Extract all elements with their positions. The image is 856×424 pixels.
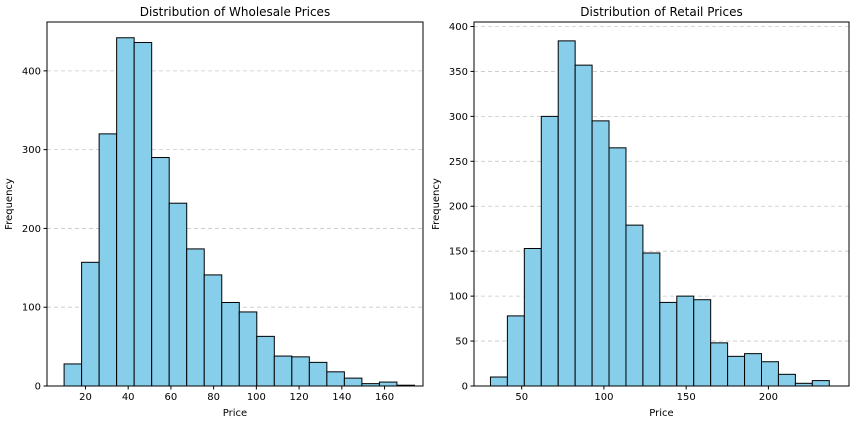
histogram-bar — [221, 301, 240, 387]
histogram-bar — [98, 133, 118, 387]
y-tick-label: 50 — [455, 337, 468, 348]
histogram-bar — [256, 335, 275, 387]
histogram-bar — [811, 380, 830, 387]
histogram-bar — [710, 342, 729, 387]
histogram-bar — [343, 377, 363, 387]
histogram-bar — [63, 363, 83, 387]
histogram-bar — [203, 274, 223, 387]
histogram-bar — [186, 248, 205, 387]
y-tick-label: 0 — [462, 382, 468, 393]
chart-title: Distribution of Retail Prices — [580, 5, 742, 19]
plot-frame — [473, 21, 850, 387]
y-tick-label: 300 — [22, 145, 41, 156]
y-tick-label: 0 — [35, 382, 41, 393]
histogram-bar — [291, 356, 310, 387]
histogram-bar — [591, 120, 610, 387]
histogram-bar — [273, 355, 293, 387]
histogram-bar — [81, 261, 100, 387]
chart-panel-1: 20 40 60 80 100 120 140 160 0 100 200 300 400 Distrib… — [4, 5, 424, 419]
x-tick-label: 20 — [79, 392, 92, 403]
y-tick-label: 200 — [449, 202, 468, 213]
y-tick-label: 300 — [449, 112, 468, 123]
y-tick-label: 400 — [449, 22, 468, 33]
histogram-bar — [326, 371, 345, 387]
y-tick-label: 100 — [22, 303, 41, 314]
histogram-bar — [608, 147, 627, 387]
y-tick-label: 200 — [22, 224, 41, 235]
chart-title: Distribution of Wholesale Prices — [140, 5, 330, 19]
histogram-bar — [308, 361, 328, 387]
histogram-bar — [523, 247, 542, 387]
histogram-bar — [151, 157, 170, 387]
histogram-bar — [557, 40, 576, 387]
histogram-bar — [489, 376, 508, 387]
x-tick-label: 160 — [375, 392, 394, 403]
x-tick-label: 200 — [759, 392, 778, 403]
histogram-bar — [378, 381, 398, 387]
y-tick-label: 400 — [22, 66, 41, 77]
histogram-bar — [168, 202, 188, 387]
y-tick-label: 100 — [449, 292, 468, 303]
x-tick-label: 60 — [165, 392, 178, 403]
histogram-bar — [574, 64, 593, 387]
x-tick-label: 100 — [594, 392, 613, 403]
histogram-bar — [506, 315, 525, 387]
histogram-bar — [659, 301, 678, 387]
histogram-bar — [133, 41, 153, 387]
histogram-bar — [761, 361, 779, 387]
histogram-bar — [777, 373, 796, 387]
x-tick-label: 140 — [332, 392, 351, 403]
y-axis-label: Frequency — [4, 178, 15, 230]
plot-frame — [46, 21, 424, 387]
histogram-bar — [540, 115, 559, 387]
x-tick-label: 100 — [247, 392, 266, 403]
x-tick-label: 40 — [122, 392, 135, 403]
histogram-bar — [116, 37, 135, 387]
histogram-bar — [676, 295, 695, 387]
x-axis-label: Price — [223, 408, 247, 419]
y-tick-label: 350 — [449, 67, 468, 78]
y-tick-label: 150 — [449, 247, 468, 258]
x-tick-label: 120 — [290, 392, 309, 403]
histogram-bar — [642, 252, 661, 387]
histogram-bar — [693, 299, 712, 387]
x-tick-label: 80 — [207, 392, 220, 403]
histogram-bar — [744, 353, 762, 387]
x-tick-label: 50 — [515, 392, 528, 403]
x-axis-label: Price — [649, 408, 673, 419]
y-tick-label: 250 — [449, 157, 468, 168]
x-tick-label: 150 — [677, 392, 696, 403]
histogram-bar — [238, 311, 258, 387]
y-axis-label: Frequency — [431, 178, 442, 230]
histogram-bar — [727, 355, 746, 387]
histogram-bar — [625, 224, 644, 387]
chart-panel-2: 50 100 150 200 0 50 100 150 200 250 300 350 400 Distr… — [431, 5, 850, 419]
